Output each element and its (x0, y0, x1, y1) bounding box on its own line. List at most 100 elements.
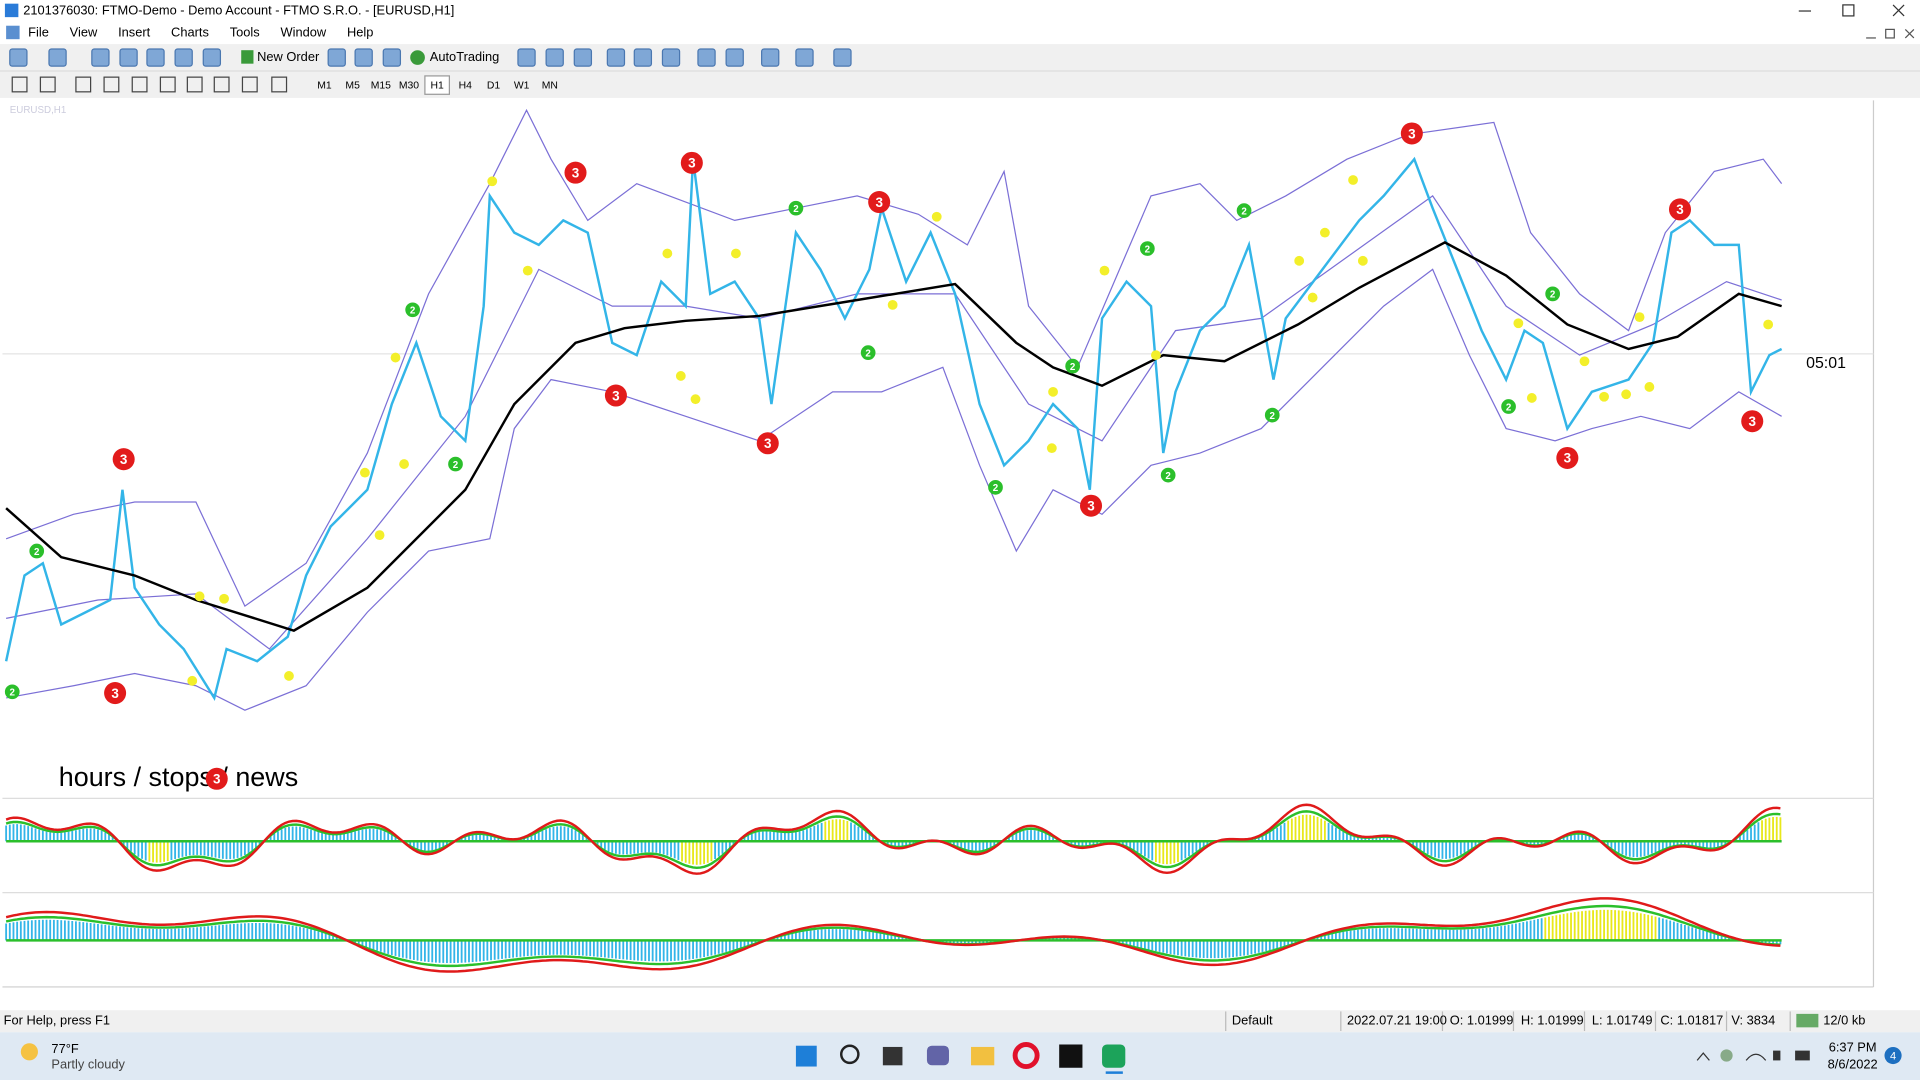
signal-marker-minor (1621, 389, 1632, 400)
drawing-tool[interactable] (103, 76, 120, 93)
menu-item[interactable]: Charts (171, 24, 209, 39)
timeframe-button[interactable]: MN (542, 80, 558, 91)
signal-label: 2 (34, 547, 40, 558)
menu-item[interactable]: Tools (230, 24, 260, 39)
drawing-tool[interactable] (271, 76, 288, 93)
tray-icon[interactable] (1720, 1049, 1733, 1062)
maximize-button[interactable] (1842, 4, 1855, 17)
drawing-tool[interactable] (39, 76, 56, 93)
chat-app[interactable] (926, 1045, 949, 1066)
toolbar-button[interactable] (119, 48, 138, 67)
tray-overflow[interactable] (1696, 1052, 1710, 1061)
signal-marker-weak (29, 543, 45, 559)
menu-item[interactable]: Help (347, 24, 373, 39)
status-high: H: 1.01999 (1521, 1013, 1584, 1028)
drawing-tool[interactable] (213, 76, 230, 93)
tradingview-app[interactable] (1059, 1044, 1083, 1068)
toolbar-button[interactable] (354, 48, 373, 67)
signal-label: 3 (213, 772, 220, 787)
menu-item[interactable]: File (28, 24, 49, 39)
signal-marker-strong (604, 384, 627, 407)
drawing-tool[interactable] (241, 76, 258, 93)
timeframe-button[interactable]: M1 (317, 80, 332, 91)
toolbar-button[interactable] (573, 48, 593, 67)
toolbar-button[interactable] (517, 48, 536, 67)
signal-marker-minor (1348, 175, 1358, 185)
signal-marker-weak (1065, 358, 1080, 374)
signal-marker-strong (1668, 198, 1692, 221)
toolbar-button[interactable] (606, 48, 626, 67)
signal-marker-strong (104, 682, 127, 705)
notification-count[interactable]: 4 (1890, 1051, 1896, 1063)
drawing-tool[interactable] (131, 76, 148, 93)
menu-item[interactable]: View (70, 24, 98, 39)
timeframe-button[interactable]: D1 (487, 80, 501, 91)
drawing-tool[interactable] (186, 76, 203, 93)
toolbar-button[interactable] (174, 48, 193, 67)
toolbar-button[interactable] (725, 48, 744, 67)
signal-label: 3 (1564, 451, 1571, 466)
signal-marker-minor (1634, 312, 1645, 323)
network-icon[interactable] (1745, 1053, 1767, 1061)
autotrading-icon (410, 50, 425, 65)
display-icon[interactable] (1795, 1050, 1810, 1061)
toolbar-button[interactable] (697, 48, 716, 67)
ftmo-app[interactable] (1102, 1044, 1126, 1068)
autotrading-label[interactable]: AutoTrading (430, 49, 500, 64)
status-low: L: 1.01749 (1592, 1013, 1653, 1028)
toolbar-button[interactable] (327, 48, 346, 67)
notification-badge[interactable] (1884, 1046, 1902, 1065)
start-button[interactable] (795, 1045, 817, 1067)
app-icon (4, 3, 19, 18)
child-window-controls (1866, 28, 1915, 39)
toolbar-button[interactable] (661, 48, 681, 67)
toolbar-button[interactable] (761, 48, 780, 67)
child-restore[interactable] (1885, 28, 1895, 39)
timeframe-button[interactable]: W1 (514, 80, 530, 91)
toolbar-button[interactable] (146, 48, 165, 67)
timeframe-button[interactable]: M30 (399, 80, 419, 91)
search-button[interactable] (840, 1044, 860, 1065)
timeframe-button[interactable]: H1 (430, 80, 444, 91)
signal-label: 2 (1070, 362, 1076, 373)
file-explorer[interactable] (971, 1046, 995, 1066)
toolbar-button[interactable] (833, 48, 852, 67)
status-separators (1225, 1011, 1791, 1032)
opera-browser[interactable] (1012, 1042, 1040, 1069)
new-order-label[interactable]: New Order (257, 49, 320, 64)
toolbar-button[interactable] (48, 48, 67, 67)
oscillator-line (5, 897, 1781, 973)
toolbar-button[interactable] (633, 48, 653, 67)
menu-item[interactable]: Insert (118, 24, 151, 39)
new-order-icon (241, 50, 254, 64)
window-title: 2101376030: FTMO-Demo - Demo Account - F… (23, 2, 454, 17)
clock-time[interactable]: 6:37 PM (1829, 1040, 1877, 1055)
task-view[interactable] (882, 1046, 903, 1066)
drawing-tool[interactable] (159, 76, 176, 93)
toolbar-button[interactable] (545, 48, 564, 67)
timeframe-button[interactable]: M15 (371, 80, 391, 91)
signal-label: 3 (120, 452, 127, 467)
menu-item[interactable]: Window (281, 24, 327, 39)
bollinger-lower (6, 268, 1782, 711)
toolbar-button[interactable] (202, 48, 222, 67)
close-button[interactable] (1892, 4, 1905, 17)
toolbar-drawing (11, 76, 288, 93)
toolbar-button[interactable] (382, 48, 402, 67)
weather-condition[interactable]: Partly cloudy (51, 1057, 125, 1072)
volume-icon[interactable] (1773, 1050, 1781, 1061)
timeframe-button[interactable]: M5 (345, 80, 360, 91)
weather-temperature[interactable]: 77°F (51, 1041, 78, 1056)
toolbar-button[interactable] (795, 48, 814, 67)
child-close[interactable] (1904, 28, 1915, 39)
timeframe-button[interactable]: H4 (459, 80, 473, 91)
drawing-tool[interactable] (75, 76, 92, 93)
signal-marker-strong (112, 448, 135, 471)
toolbar-button[interactable] (91, 48, 110, 67)
drawing-tool[interactable] (11, 76, 28, 93)
signal-markers: 2 2 2 2 2 2 2 2 2 2 2 2 2 2 3 3 3 3 3 3 3 3 3 3 3 3 (4, 122, 1774, 705)
toolbar-button[interactable] (9, 48, 28, 67)
signal-label: 3 (875, 195, 882, 210)
clock-date[interactable]: 8/6/2022 (1828, 1057, 1878, 1072)
signal-marker-strong (205, 767, 228, 790)
